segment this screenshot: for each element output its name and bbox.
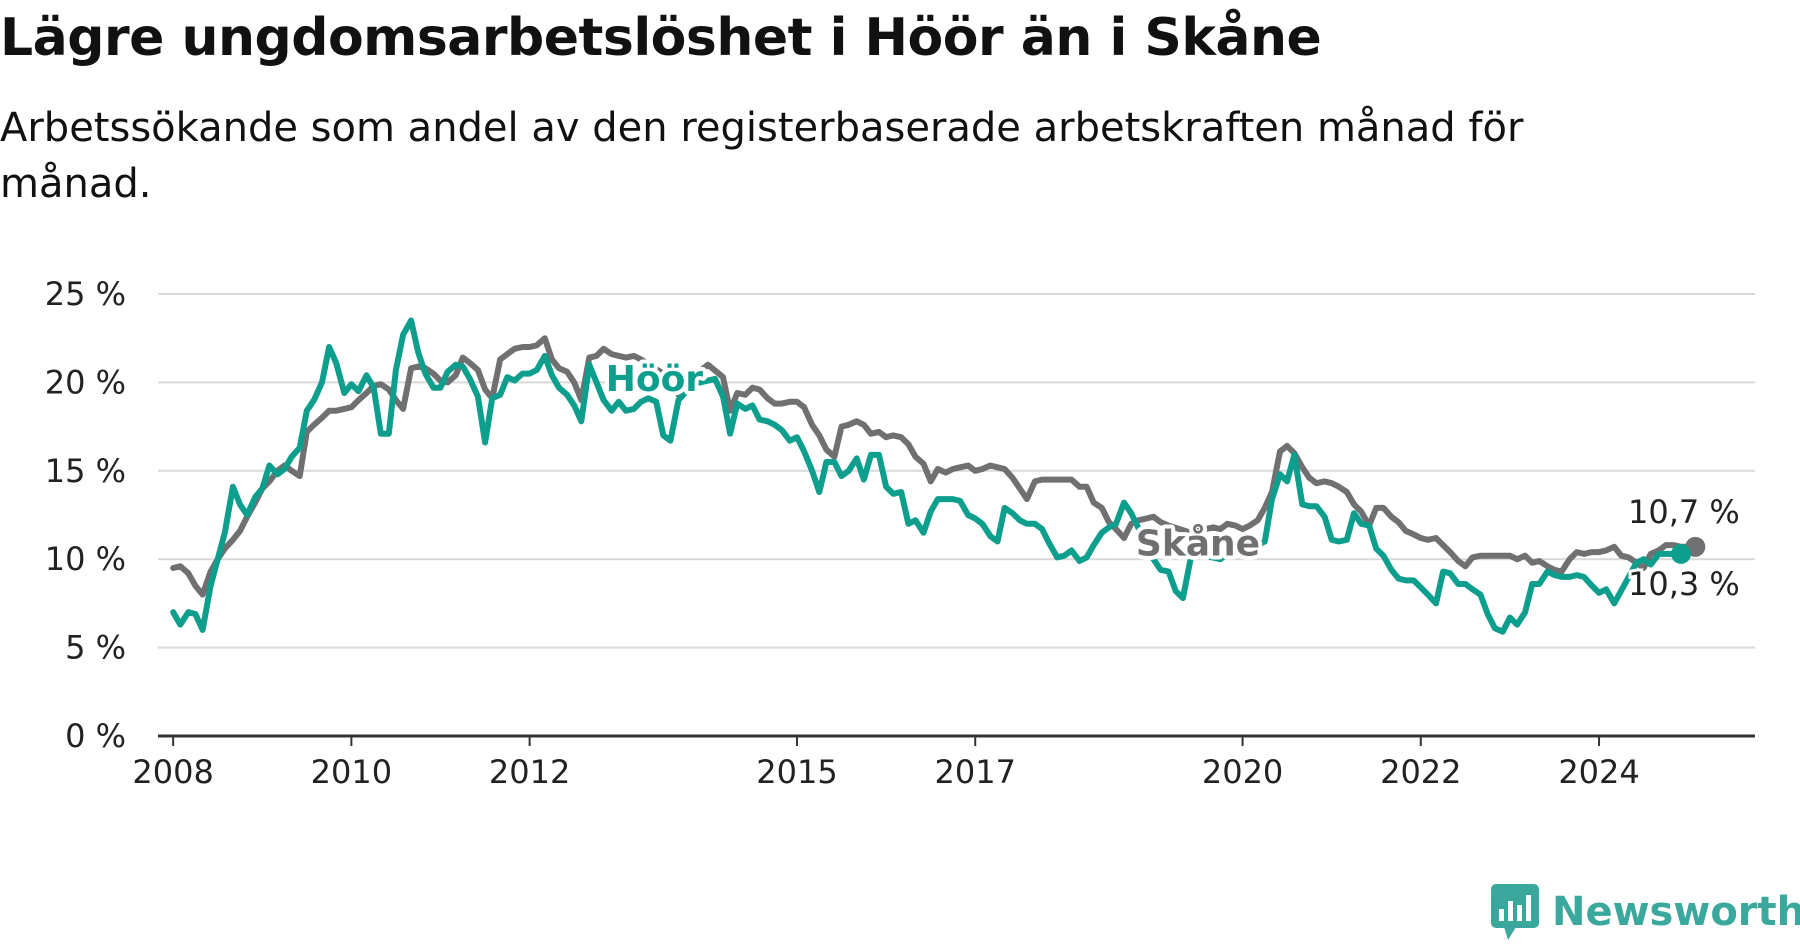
newsworthy-brand[interactable]: Newsworthy [1490,883,1800,941]
series-labels: Höör Skåne 10,7 % 10,3 % [602,355,1743,606]
chart-title: Lägre ungdomsarbetslöshet i Höör än i Sk… [0,8,1322,68]
x-tick-label: 2017 [934,753,1015,791]
x-axis: 2008 2010 2012 2015 2017 2020 2022 2024 [132,734,1755,791]
y-tick-label: 20 % [45,363,126,401]
x-tick-label: 2020 [1202,753,1283,791]
line-chart: 0 %5 %10 %15 %20 %25 % 2008 2010 2012 2015 2… [45,275,1755,791]
y-tick-label: 15 % [45,452,126,490]
gridlines [158,293,1755,649]
x-tick-label: 2012 [489,753,570,791]
y-axis-ticks: 0 % 5 % 10 % 15 % 20 % 25 % [45,275,126,755]
series-name-skane: Skåne [1136,524,1260,565]
x-tick-label: 2008 [132,753,213,791]
y-tick-label: 0 % [65,717,126,755]
x-tick-label: 2010 [311,753,392,791]
series-lines [170,317,1706,635]
y-tick-label: 5 % [65,629,126,667]
y-tick-label: 25 % [45,275,126,313]
series-line-hoor [170,317,1684,635]
series-end-marker [1671,543,1692,564]
x-tick-label: 2022 [1380,753,1461,791]
brand-name: Newsworthy [1552,889,1800,935]
x-tick-label: 2024 [1558,753,1639,791]
chart-bubble-icon [1491,884,1539,940]
x-tick-label: 2015 [756,753,837,791]
chart-subtitle: Arbetssökande som andel av den registerb… [0,105,1524,207]
end-value-hoor: 10,3 % [1628,565,1740,603]
series-line-skane [170,335,1699,598]
y-tick-label: 10 % [45,540,126,578]
end-value-skane: 10,7 % [1628,493,1740,531]
series-name-hoor: Höör [606,359,704,400]
